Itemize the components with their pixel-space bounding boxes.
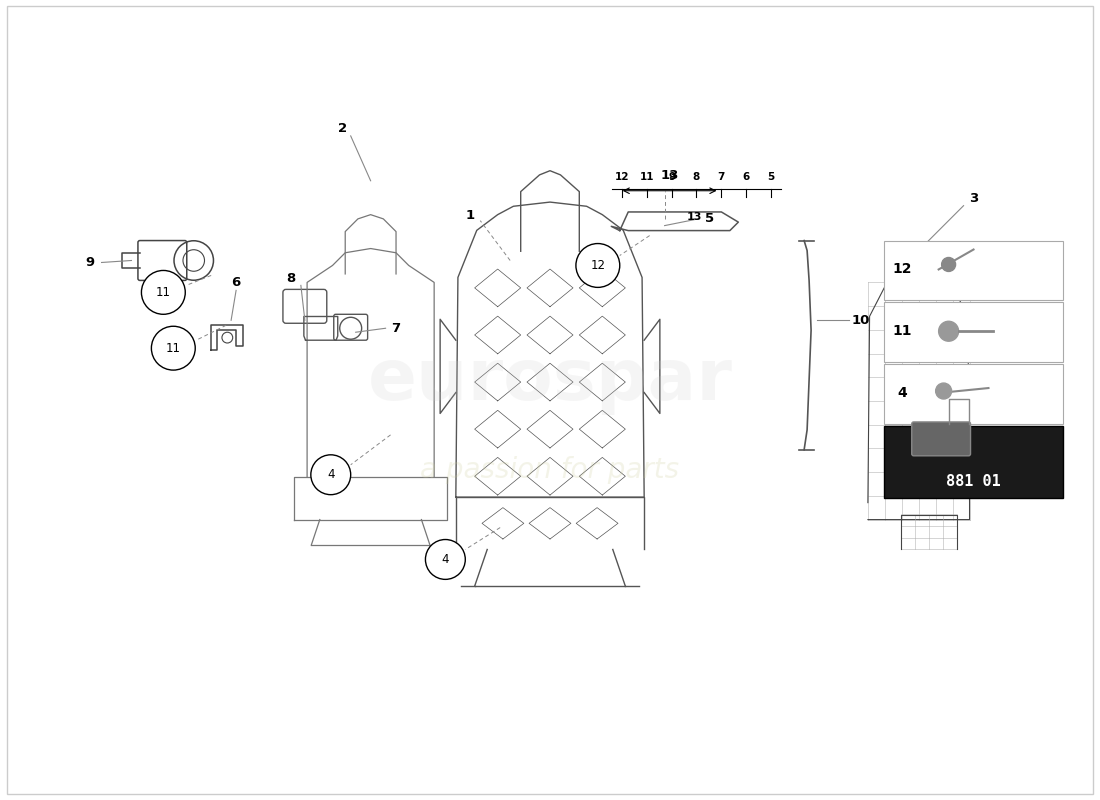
Text: 10: 10 [851, 314, 870, 326]
Text: 4: 4 [896, 386, 906, 400]
Text: 7: 7 [390, 322, 400, 334]
Text: 11: 11 [892, 324, 912, 338]
Circle shape [426, 539, 465, 579]
Text: 6: 6 [231, 276, 241, 289]
Circle shape [142, 270, 185, 314]
Text: 9: 9 [668, 172, 675, 182]
FancyBboxPatch shape [883, 426, 1064, 498]
Text: 8: 8 [693, 172, 700, 182]
FancyBboxPatch shape [883, 364, 1064, 424]
Text: a passion for parts: a passion for parts [420, 456, 680, 484]
Text: 5: 5 [768, 172, 774, 182]
Text: 13: 13 [686, 212, 702, 222]
FancyBboxPatch shape [883, 302, 1064, 362]
Circle shape [576, 243, 619, 287]
Text: 7: 7 [717, 172, 725, 182]
FancyBboxPatch shape [912, 422, 970, 456]
Text: 881 01: 881 01 [946, 474, 1001, 490]
Circle shape [938, 322, 958, 342]
FancyBboxPatch shape [883, 241, 1064, 300]
Text: 1: 1 [465, 209, 475, 222]
Text: 11: 11 [166, 342, 180, 354]
Text: 3: 3 [969, 192, 978, 206]
Circle shape [942, 258, 956, 271]
Text: 11: 11 [639, 172, 653, 182]
Circle shape [152, 326, 195, 370]
Text: 12: 12 [892, 262, 912, 277]
Circle shape [311, 455, 351, 494]
Text: 9: 9 [85, 256, 95, 269]
Text: 2: 2 [338, 122, 348, 135]
Text: 4: 4 [441, 553, 449, 566]
Text: 13: 13 [660, 170, 679, 182]
Text: 11: 11 [156, 286, 170, 299]
Text: 12: 12 [591, 259, 605, 272]
Text: 4: 4 [327, 468, 334, 482]
Text: 8: 8 [286, 272, 296, 285]
Text: eurospar: eurospar [367, 346, 733, 414]
Circle shape [936, 383, 952, 399]
Text: 5: 5 [705, 212, 714, 225]
Text: 6: 6 [742, 172, 750, 182]
Text: 12: 12 [615, 172, 629, 182]
